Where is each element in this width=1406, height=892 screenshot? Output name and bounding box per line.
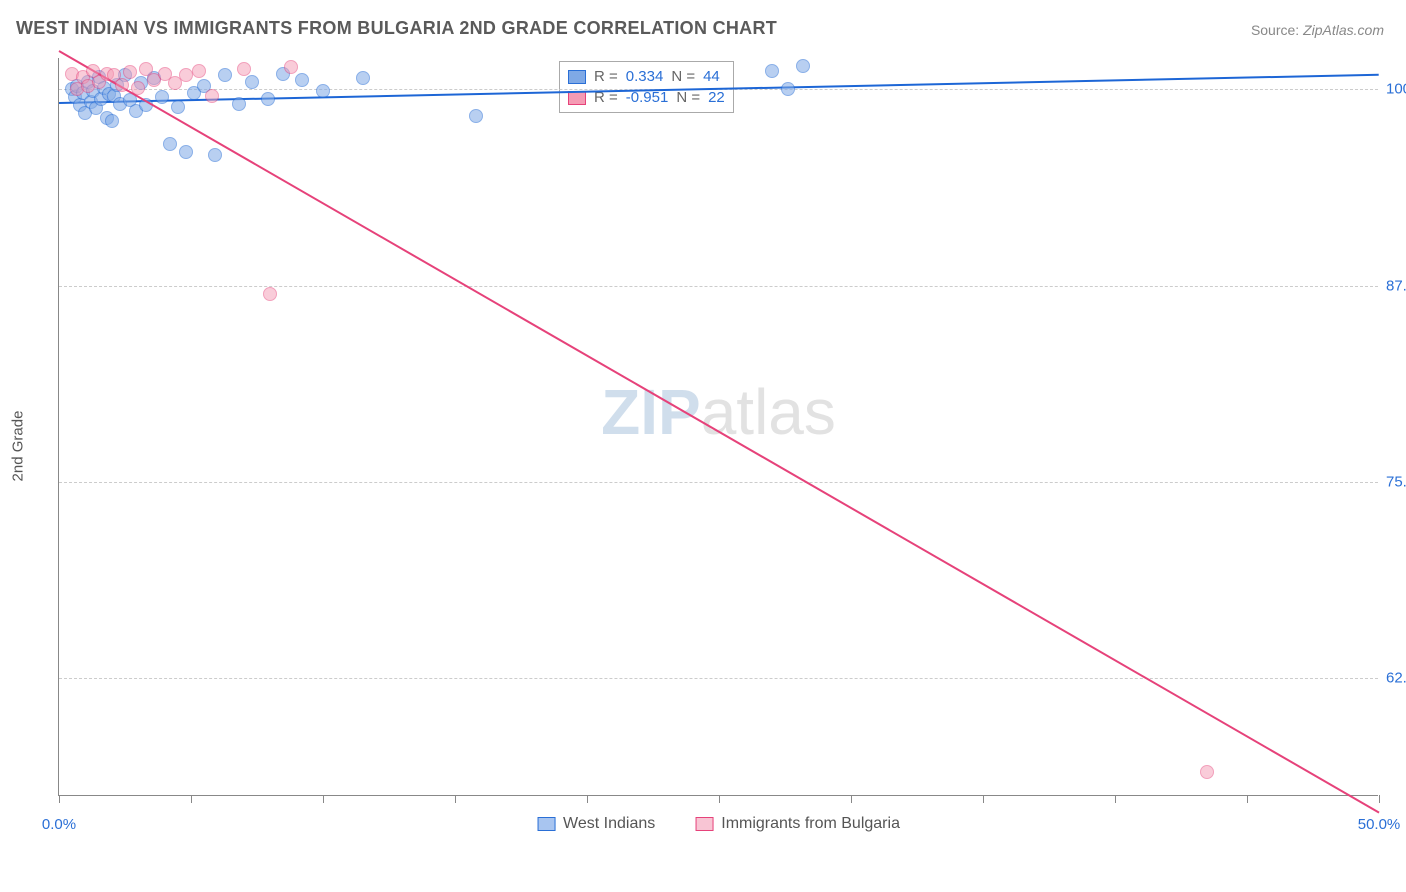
x-tick-label: 0.0%	[42, 816, 76, 833]
scatter-point	[284, 60, 298, 74]
x-tick	[983, 795, 984, 803]
legend-swatch-1	[695, 817, 713, 831]
source-credit: Source: ZipAtlas.com	[1251, 22, 1384, 38]
scatter-point	[123, 65, 137, 79]
x-tick	[851, 795, 852, 803]
source-label: Source:	[1251, 22, 1303, 38]
scatter-point	[796, 59, 810, 73]
scatter-point	[1200, 765, 1214, 779]
x-tick-label: 50.0%	[1358, 816, 1401, 833]
x-tick	[1247, 795, 1248, 803]
scatter-point	[192, 64, 206, 78]
y-tick-label: 75.0%	[1386, 473, 1406, 490]
x-tick	[323, 795, 324, 803]
legend-item-1: Immigrants from Bulgaria	[695, 815, 900, 833]
legend-item-0: West Indians	[537, 815, 655, 833]
gridline-h	[59, 678, 1378, 679]
scatter-point	[765, 64, 779, 78]
x-tick	[587, 795, 588, 803]
stats-row-0: R = 0.334 N = 44	[568, 66, 725, 87]
chart-title: WEST INDIAN VS IMMIGRANTS FROM BULGARIA …	[16, 18, 777, 39]
stats-swatch-0	[568, 70, 586, 84]
scatter-point	[263, 287, 277, 301]
watermark: ZIPatlas	[601, 375, 836, 449]
legend-label-0: West Indians	[563, 815, 655, 833]
stats-n-value-0: 44	[703, 68, 720, 85]
x-tick	[1379, 795, 1380, 803]
legend-label-1: Immigrants from Bulgaria	[721, 815, 900, 833]
scatter-point	[237, 62, 251, 76]
scatter-point	[155, 90, 169, 104]
scatter-point	[781, 82, 795, 96]
stats-n-value-1: 22	[708, 89, 725, 106]
scatter-point	[232, 97, 246, 111]
gridline-h	[59, 286, 1378, 287]
legend: West Indians Immigrants from Bulgaria	[537, 815, 900, 833]
stats-n-label-0: N =	[671, 68, 695, 85]
scatter-point	[179, 68, 193, 82]
x-tick	[1115, 795, 1116, 803]
scatter-point	[115, 78, 129, 92]
source-value: ZipAtlas.com	[1303, 22, 1384, 38]
scatter-point	[105, 114, 119, 128]
y-tick-label: 87.5%	[1386, 277, 1406, 294]
scatter-point	[295, 73, 309, 87]
stats-box: R = 0.334 N = 44 R = -0.951 N = 22	[559, 61, 734, 113]
scatter-point	[163, 137, 177, 151]
scatter-point	[218, 68, 232, 82]
y-tick-label: 62.5%	[1386, 670, 1406, 687]
y-tick-label: 100.0%	[1386, 81, 1406, 98]
stats-r-value-0: 0.334	[626, 68, 664, 85]
scatter-point	[316, 84, 330, 98]
scatter-point	[469, 109, 483, 123]
x-tick	[719, 795, 720, 803]
scatter-point	[245, 75, 259, 89]
y-axis-label: 2nd Grade	[10, 411, 27, 482]
scatter-point	[208, 148, 222, 162]
scatter-point	[171, 100, 185, 114]
plot-area: ZIPatlas R = 0.334 N = 44 R = -0.951 N =…	[58, 58, 1378, 796]
scatter-point	[261, 92, 275, 106]
watermark-right: atlas	[701, 376, 836, 448]
legend-swatch-0	[537, 817, 555, 831]
gridline-h	[59, 482, 1378, 483]
chart-container: WEST INDIAN VS IMMIGRANTS FROM BULGARIA …	[0, 0, 1406, 892]
stats-r-label-0: R =	[594, 68, 618, 85]
x-tick	[191, 795, 192, 803]
x-tick	[59, 795, 60, 803]
scatter-point	[356, 71, 370, 85]
stats-n-label-1: N =	[676, 89, 700, 106]
regression-line-1	[59, 50, 1380, 813]
scatter-point	[131, 81, 145, 95]
scatter-point	[179, 145, 193, 159]
x-tick	[455, 795, 456, 803]
scatter-point	[205, 89, 219, 103]
